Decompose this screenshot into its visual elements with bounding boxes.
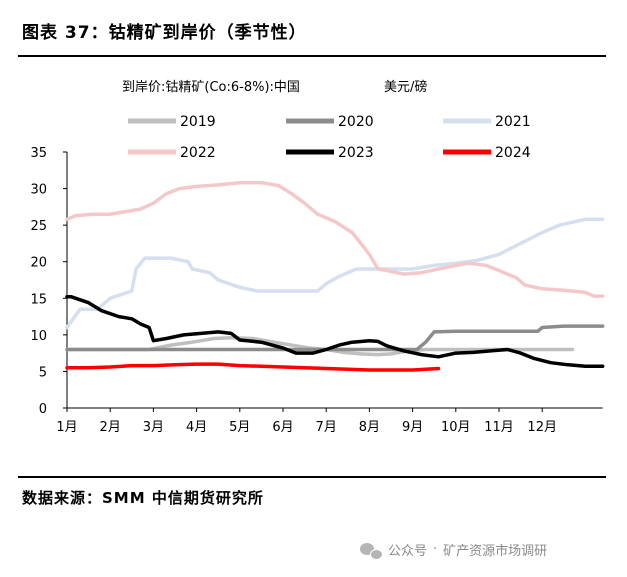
chart-unit: 美元/磅 [384, 79, 427, 95]
x-tick-label: 5月 [229, 420, 250, 435]
y-tick-label: 25 [30, 219, 47, 234]
series-line-2024 [65, 362, 441, 372]
series-line-2022 [65, 180, 605, 298]
x-tick-label: 4月 [186, 420, 207, 435]
x-tick-label: 12月 [527, 420, 557, 435]
series-line-2021 [65, 217, 605, 330]
legend-label-2022: 2022 [180, 145, 216, 161]
chart-subtitle: 到岸价:钴精矿(Co:6-8%):中国 [122, 80, 300, 95]
watermark-separator: · [433, 542, 438, 557]
series-line-2020 [65, 324, 605, 352]
chart-axes: 0 5 10 15 20 25 30 35 1月 2月 3月 4月 5月 6月 7月 8月 9月 10月 11月 12… [30, 146, 603, 435]
x-tick-label: 1月 [56, 420, 77, 435]
y-tick-label: 30 [30, 183, 47, 198]
legend-label-2020: 2020 [338, 114, 374, 130]
legend-label-2021: 2021 [495, 114, 531, 130]
x-tick-label: 7月 [316, 420, 337, 435]
chart-legend: 2019 2020 2021 2022 2023 2024 [128, 114, 531, 161]
x-tick-label: 11月 [484, 420, 514, 435]
y-tick-label: 35 [30, 146, 47, 161]
x-tick-label: 3月 [143, 420, 164, 435]
x-tick-label: 6月 [272, 420, 293, 435]
y-tick-label: 0 [39, 402, 47, 417]
source-note: 数据来源：SMM 中信期货研究所 [22, 489, 264, 507]
y-tick-label: 5 [39, 365, 47, 380]
x-tick-label: 10月 [441, 420, 471, 435]
title-rule [18, 55, 606, 57]
legend-label-2023: 2023 [338, 145, 374, 161]
x-tick-label: 8月 [359, 420, 380, 435]
watermark-prefix: 公众号 [388, 544, 428, 559]
series-line-2023 [65, 295, 605, 369]
legend-label-2024: 2024 [495, 145, 531, 161]
seasonal-line-chart: 到岸价:钴精矿(Co:6-8%):中国 美元/磅 2019 2020 2021202… [30, 79, 605, 435]
x-tick-label: 2月 [100, 420, 121, 435]
watermark: 公众号 · 矿产资源市场调研 [360, 540, 548, 560]
y-tick-label: 10 [30, 329, 47, 344]
figure-title: 图表 37：钴精矿到岸价（季节性） [22, 23, 307, 43]
y-tick-label: 20 [30, 256, 47, 271]
watermark-account: 矿产资源市场调研 [443, 544, 548, 559]
chart-series [65, 180, 605, 372]
x-tick-label: 9月 [402, 420, 423, 435]
legend-label-2019: 2019 [180, 114, 216, 130]
y-tick-label: 15 [30, 292, 47, 307]
source-rule [18, 476, 606, 478]
wechat-icon [360, 541, 383, 560]
